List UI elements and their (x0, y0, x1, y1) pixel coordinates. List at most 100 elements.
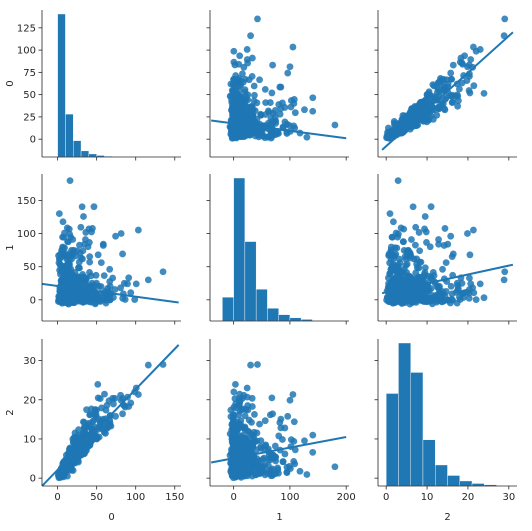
scatter-point (119, 250, 126, 258)
scatter-point (111, 394, 119, 402)
scatter-point (90, 203, 98, 211)
scatter-point (271, 113, 279, 121)
scatter-point (106, 420, 114, 428)
scatter-point (290, 418, 298, 426)
scatter-point (69, 293, 77, 301)
scatter-point (423, 239, 430, 246)
scatter-point (79, 292, 87, 300)
scatter-point (284, 412, 292, 420)
scatter-point (470, 289, 478, 297)
scatter-point (235, 465, 243, 473)
scatter-point (414, 290, 421, 298)
scatter-point (472, 47, 480, 55)
scatter-point (435, 104, 442, 111)
scatter-point (251, 107, 259, 115)
scatter-point (76, 264, 83, 272)
scatter-point (97, 259, 105, 266)
x-tick-label: 100 (280, 492, 299, 503)
scatter-point (235, 401, 243, 409)
scatter-point (289, 43, 297, 51)
scatter-point (467, 56, 475, 63)
scatter-point (71, 429, 79, 437)
y-tick-label: 100 (17, 46, 36, 57)
hist-bar-2 (73, 140, 82, 157)
scatter-point (441, 106, 449, 114)
scatter-point (259, 455, 267, 463)
scatter-point (234, 437, 242, 445)
y-tick-label: 20 (23, 395, 36, 406)
scatter-point (441, 225, 449, 232)
scatter-point (239, 102, 247, 109)
panel-marks (385, 342, 497, 486)
scatter-point (246, 113, 253, 121)
scatter-point (420, 298, 428, 305)
panel-1-0: 0 50 100 150 (17, 174, 181, 325)
scatter-point (261, 471, 269, 479)
scatter-point (303, 471, 311, 478)
x-tick-label: 100 (126, 492, 145, 503)
hist-bar-3 (80, 150, 90, 157)
regression-line (381, 31, 514, 151)
scatter-point (421, 291, 429, 299)
hist-bar-5 (278, 314, 291, 321)
scatter-point (102, 406, 110, 414)
scatter-point (279, 458, 287, 466)
scatter-point (415, 229, 423, 236)
x-tick-label: 0 (230, 492, 236, 503)
scatter-point (453, 279, 461, 287)
scatter-point (102, 430, 109, 437)
scatter-point (438, 81, 446, 89)
scatter-point (236, 82, 244, 90)
scatter-point (232, 72, 240, 79)
scatter-point (274, 464, 282, 472)
scatter-point (271, 453, 279, 461)
scatter-point (254, 15, 261, 23)
scatter-point (250, 82, 258, 90)
scatter-point (106, 282, 114, 290)
scatter-point (389, 218, 397, 226)
scatter-point (408, 109, 415, 117)
scatter-point (433, 291, 441, 299)
scatter-point (242, 435, 250, 443)
scatter-point (279, 436, 286, 443)
scatter-point (296, 467, 304, 475)
scatter-point (251, 438, 259, 446)
hist-bar-2 (244, 241, 257, 321)
scatter-point (411, 241, 419, 249)
scatter-point (453, 80, 461, 88)
scatter-point (132, 280, 140, 288)
scatter-point (77, 450, 85, 458)
scatter-point (291, 460, 299, 468)
scatter-point (244, 406, 252, 414)
scatter-point (233, 418, 241, 426)
scatter-point (442, 259, 450, 266)
scatter-point (251, 91, 258, 99)
scatter-point (243, 384, 251, 392)
scatter-point (125, 274, 133, 282)
x-tick-label: 30 (502, 492, 515, 503)
scatter-point (78, 203, 86, 211)
scatter-point (59, 243, 67, 251)
scatter-point (453, 299, 461, 307)
hist-bar-0 (385, 393, 399, 486)
hist-bar-3 (422, 439, 436, 486)
scatter-point (243, 46, 251, 53)
y-tick-label: 125 (17, 23, 36, 34)
scatter-point (117, 230, 125, 237)
scatter-point (68, 255, 75, 263)
y-axis-label-1: 1 (5, 244, 16, 250)
scatter-point (465, 294, 473, 302)
scatter-point (91, 300, 99, 308)
scatter-point (250, 119, 258, 127)
scatter-point (86, 258, 94, 266)
scatter-point (131, 296, 139, 303)
hist-bar-0 (57, 13, 66, 157)
panel-marks (210, 15, 347, 142)
scatter-point (390, 125, 398, 133)
x-tick-label: 20 (462, 492, 475, 503)
scatter-point (447, 69, 455, 77)
scatter-point (385, 293, 393, 300)
scatter-point (79, 418, 87, 426)
scatter-point (229, 87, 237, 94)
scatter-point (117, 391, 125, 399)
